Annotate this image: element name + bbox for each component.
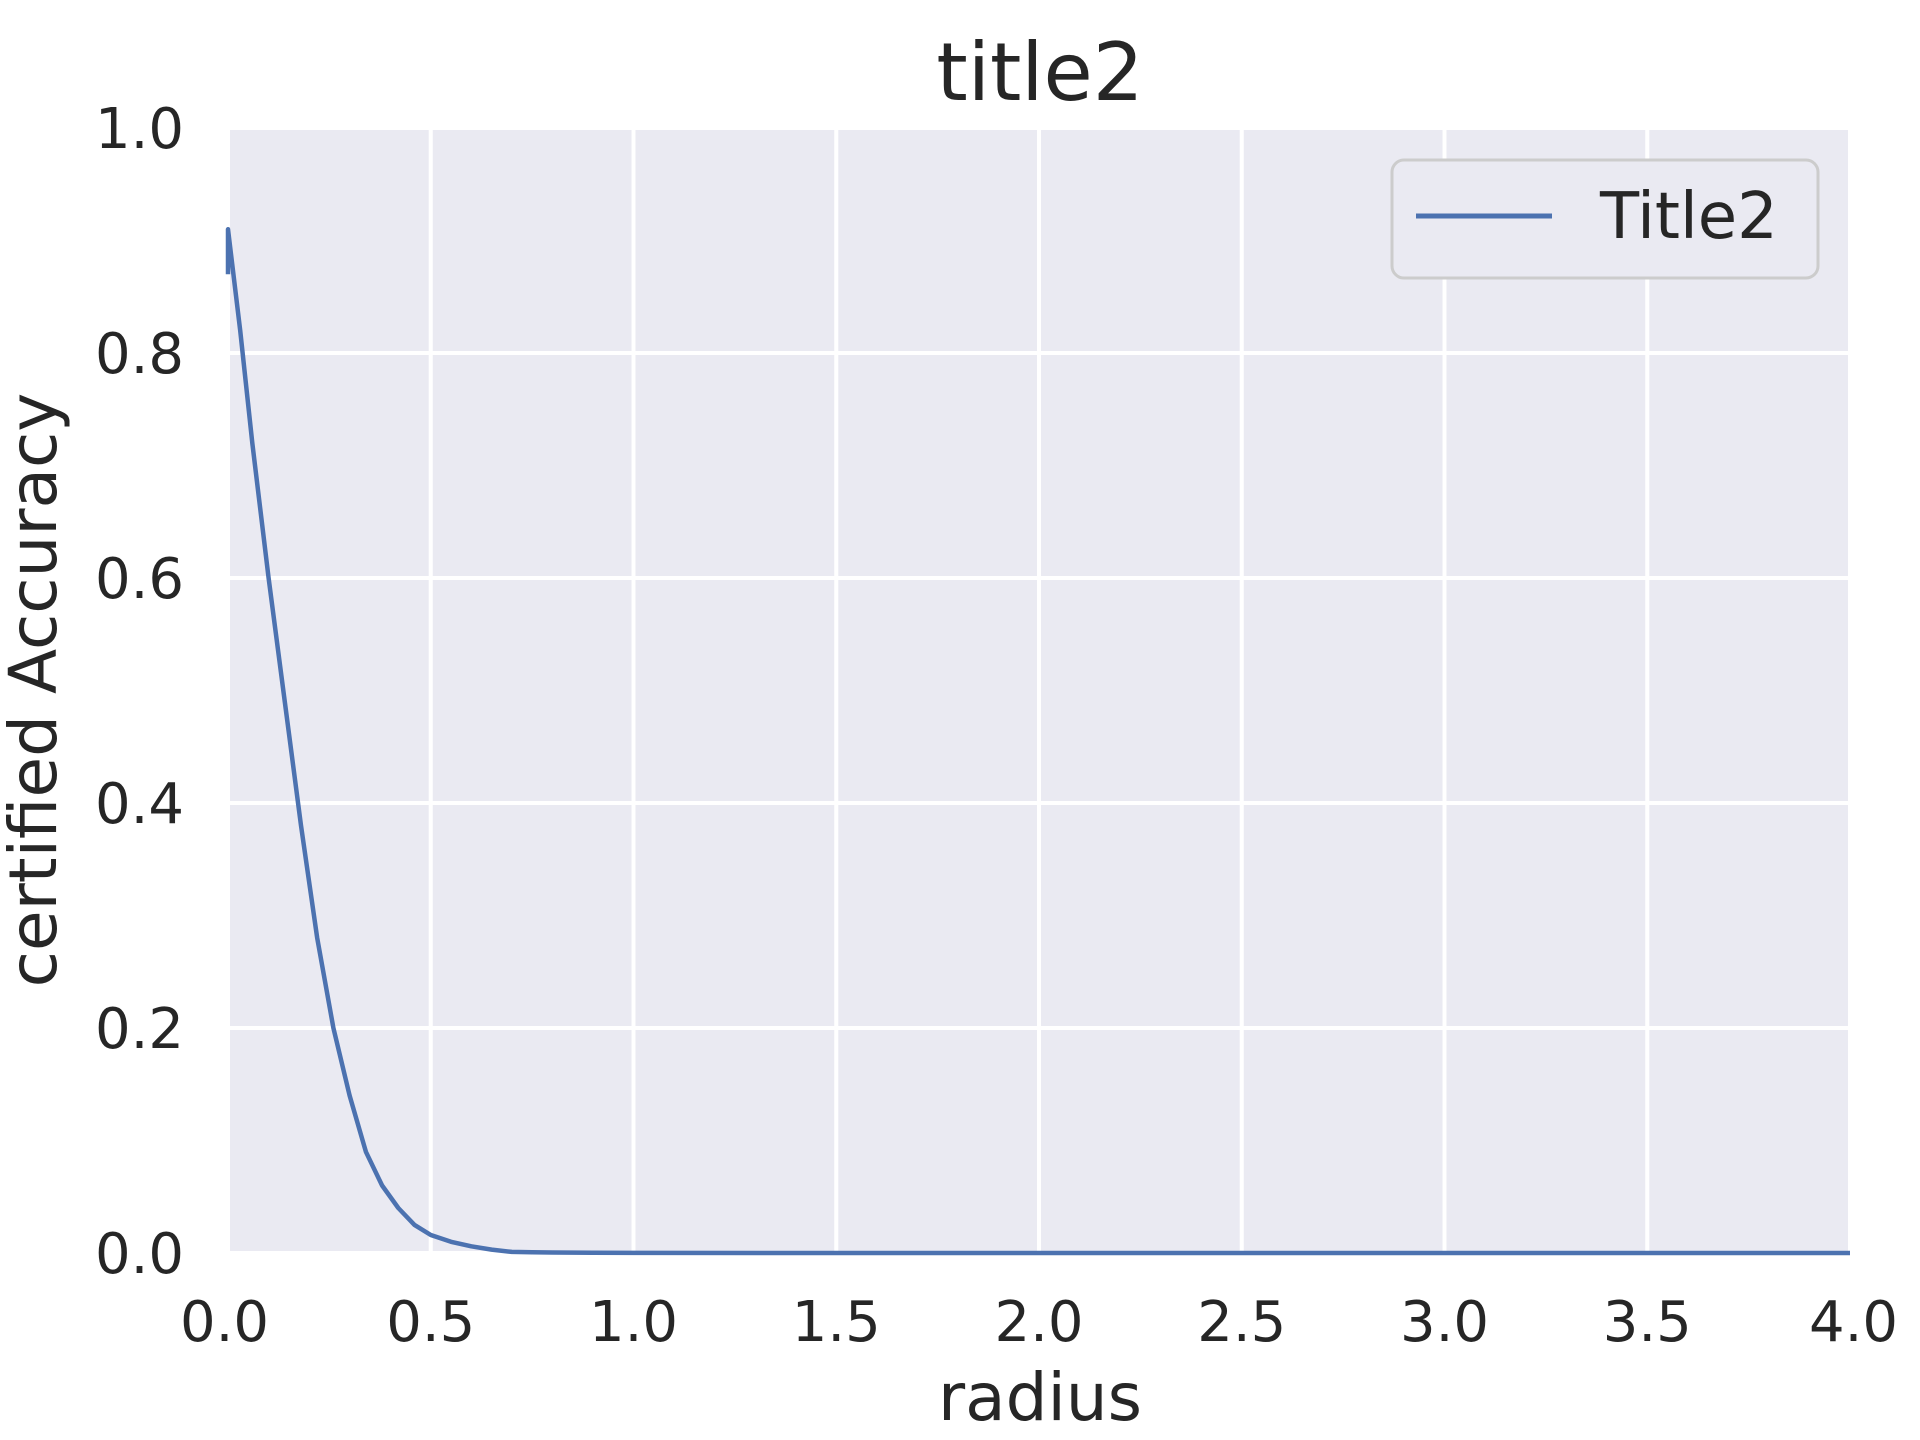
series-layer [225,227,1850,1256]
x-tick-label: 1.5 [792,1290,881,1355]
x-tick-label: 3.5 [1603,1290,1692,1355]
legend-label: Title2 [1599,180,1778,254]
chart-title: title2 [936,26,1143,119]
x-tick-label: 2.5 [1197,1290,1286,1355]
series-line [225,227,1850,1256]
x-tick-labels: 0.0 0.5 1.0 1.5 2.0 2.5 3.0 3.5 4.0 [180,1290,1898,1355]
y-tick-label: 1.0 [95,97,184,162]
x-tick-label: 0.0 [180,1290,269,1355]
y-tick-labels: 0.0 0.2 0.4 0.6 0.8 1.0 [95,97,184,1287]
x-tick-label: 3.0 [1400,1290,1489,1355]
y-axis-label: certified Accuracy [0,393,72,988]
legend: Title2 [1390,158,1820,280]
y-tick-label: 0.8 [95,322,184,387]
x-axis-label: radius [938,1359,1142,1436]
y-tick-label: 0.6 [95,547,184,612]
x-tick-label: 4.0 [1809,1290,1898,1355]
x-tick-label: 2.0 [994,1290,1083,1355]
x-tick-label: 1.0 [589,1290,678,1355]
x-tick-label: 0.5 [386,1290,475,1355]
y-tick-label: 0.2 [95,997,184,1062]
y-tick-label: 0.4 [95,772,184,837]
legend-box [1390,158,1820,280]
y-tick-label: 0.0 [95,1222,184,1287]
